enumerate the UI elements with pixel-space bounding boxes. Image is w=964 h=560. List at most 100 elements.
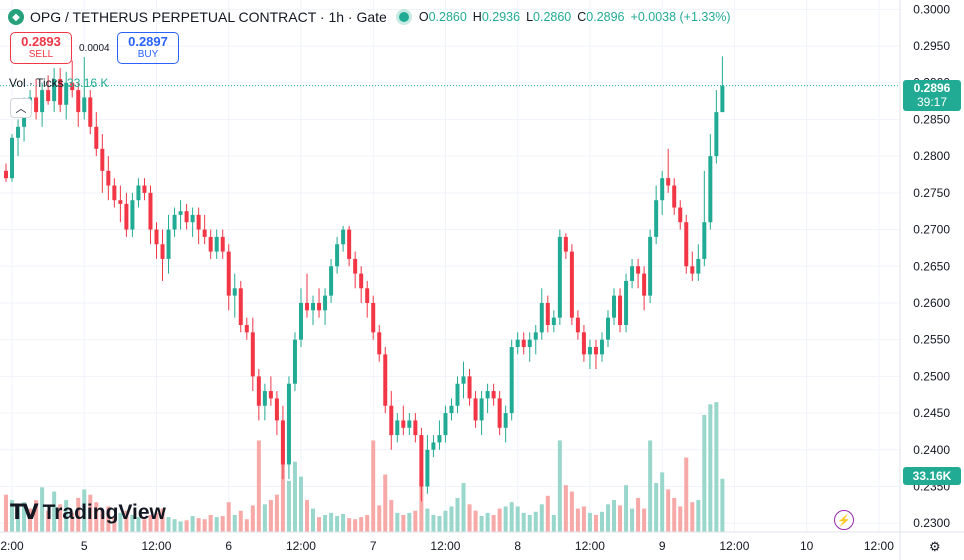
volume-bar xyxy=(214,517,219,532)
symbol-title[interactable]: OPG / TETHERUS PERPETUAL CONTRACT · 1h ·… xyxy=(30,9,387,25)
volume-bar xyxy=(437,516,442,532)
volume-bar xyxy=(124,510,129,532)
sell-button[interactable]: 0.2893 SELL xyxy=(10,32,72,64)
volume-bar xyxy=(256,440,261,532)
candle-body xyxy=(106,170,111,186)
candle-body xyxy=(250,332,255,377)
candle-body xyxy=(148,192,153,230)
candle-body xyxy=(64,82,69,105)
volume-bar xyxy=(413,510,418,532)
volume-tag-value: 33.16K xyxy=(912,469,952,483)
price-tick-label: 0.2650 xyxy=(913,259,950,273)
time-tick-label: 8 xyxy=(514,539,521,553)
volume-bar xyxy=(341,513,346,532)
volume-bar xyxy=(82,489,87,532)
lightning-icon[interactable]: ⚡ xyxy=(834,510,854,530)
candle-body xyxy=(88,97,93,127)
last-price-value: 0.2896 xyxy=(913,81,951,95)
volume-bar xyxy=(166,517,171,532)
volume-bar xyxy=(642,508,647,532)
candle-body xyxy=(112,185,117,201)
volume-bar xyxy=(359,517,364,532)
price-tick-label: 0.2600 xyxy=(913,296,950,310)
volume-bar xyxy=(708,404,713,532)
volume-bar xyxy=(648,440,653,532)
settings-icon[interactable]: ⚙ xyxy=(929,539,941,554)
candle-body xyxy=(166,229,171,259)
time-tick-label: 12:00 xyxy=(286,539,316,553)
volume-bar xyxy=(654,483,659,532)
time-tick-label: 5 xyxy=(81,539,88,553)
volume-bar xyxy=(455,497,460,532)
volume-bar xyxy=(262,504,267,532)
low-label: L xyxy=(526,10,534,24)
buy-label: BUY xyxy=(137,49,159,60)
volume-bar xyxy=(443,510,448,532)
candle-body xyxy=(654,200,659,237)
candle-body xyxy=(220,236,225,252)
candle-body xyxy=(660,178,665,201)
candle-body xyxy=(587,347,592,355)
candle-body xyxy=(437,435,442,443)
candle-body xyxy=(323,295,328,311)
candle-body xyxy=(311,302,316,311)
volume-bar xyxy=(142,519,147,532)
volume-bar xyxy=(130,514,135,532)
ohlc-values: O0.2860 H0.2936 L0.2860 C0.2896 +0.0038 … xyxy=(419,10,731,24)
candle-body xyxy=(46,90,51,102)
volume-bar xyxy=(479,516,484,532)
candle-body xyxy=(16,126,21,138)
candle-body xyxy=(714,112,719,157)
candle-body xyxy=(642,273,647,296)
time-tick-label: 12:00 xyxy=(141,539,171,553)
candle-body xyxy=(696,258,701,274)
tether-icon: ◆ xyxy=(8,9,24,25)
candle-body xyxy=(401,420,406,428)
volume-bar xyxy=(473,510,478,532)
volume-bar xyxy=(292,461,297,532)
volume-bar xyxy=(347,518,352,532)
volume-bar xyxy=(28,508,33,532)
volume-bar xyxy=(46,510,51,532)
volume-bar xyxy=(323,514,328,532)
volume-bar xyxy=(148,514,153,532)
volume-bar xyxy=(377,505,382,532)
volume-bar xyxy=(160,508,165,532)
volume-legend[interactable]: Vol · Ticks 33.16 K xyxy=(9,76,108,90)
candle-body xyxy=(359,273,364,289)
volume-bar xyxy=(630,508,635,532)
volume-bar xyxy=(575,508,580,532)
candle-body xyxy=(491,391,496,399)
candle-body xyxy=(305,302,309,311)
candle-body xyxy=(371,302,376,333)
volume-bar xyxy=(365,514,370,532)
volume-bar xyxy=(672,497,677,532)
volume-bar xyxy=(690,502,695,532)
candle-body xyxy=(172,214,177,230)
price-tick-label: 0.2850 xyxy=(913,112,950,126)
candle-body xyxy=(82,97,87,113)
candle-body xyxy=(455,383,460,406)
volume-bar xyxy=(286,480,291,532)
candle-body xyxy=(612,295,617,318)
candle-body xyxy=(40,90,45,113)
buy-button[interactable]: 0.2897 BUY xyxy=(117,32,179,64)
candle-body xyxy=(298,302,303,340)
candle-body xyxy=(624,280,629,325)
high-value: 0.2936 xyxy=(481,10,521,24)
tradingview-logo[interactable]: 𝗧𝗩 TradingView xyxy=(10,500,166,525)
candle-body xyxy=(593,347,598,355)
volume-bar xyxy=(636,497,641,532)
volume-bar xyxy=(136,517,141,532)
collapse-legend-button[interactable]: ︿ xyxy=(10,98,32,118)
candle-body xyxy=(124,203,129,230)
volume-bar xyxy=(521,512,526,532)
volume-bar xyxy=(593,514,598,532)
candle-body xyxy=(94,126,99,149)
candle-body xyxy=(431,442,436,450)
volume-bar xyxy=(485,512,490,532)
candle-body xyxy=(154,229,159,245)
candle-body xyxy=(708,156,713,223)
volume-bar xyxy=(401,514,406,532)
